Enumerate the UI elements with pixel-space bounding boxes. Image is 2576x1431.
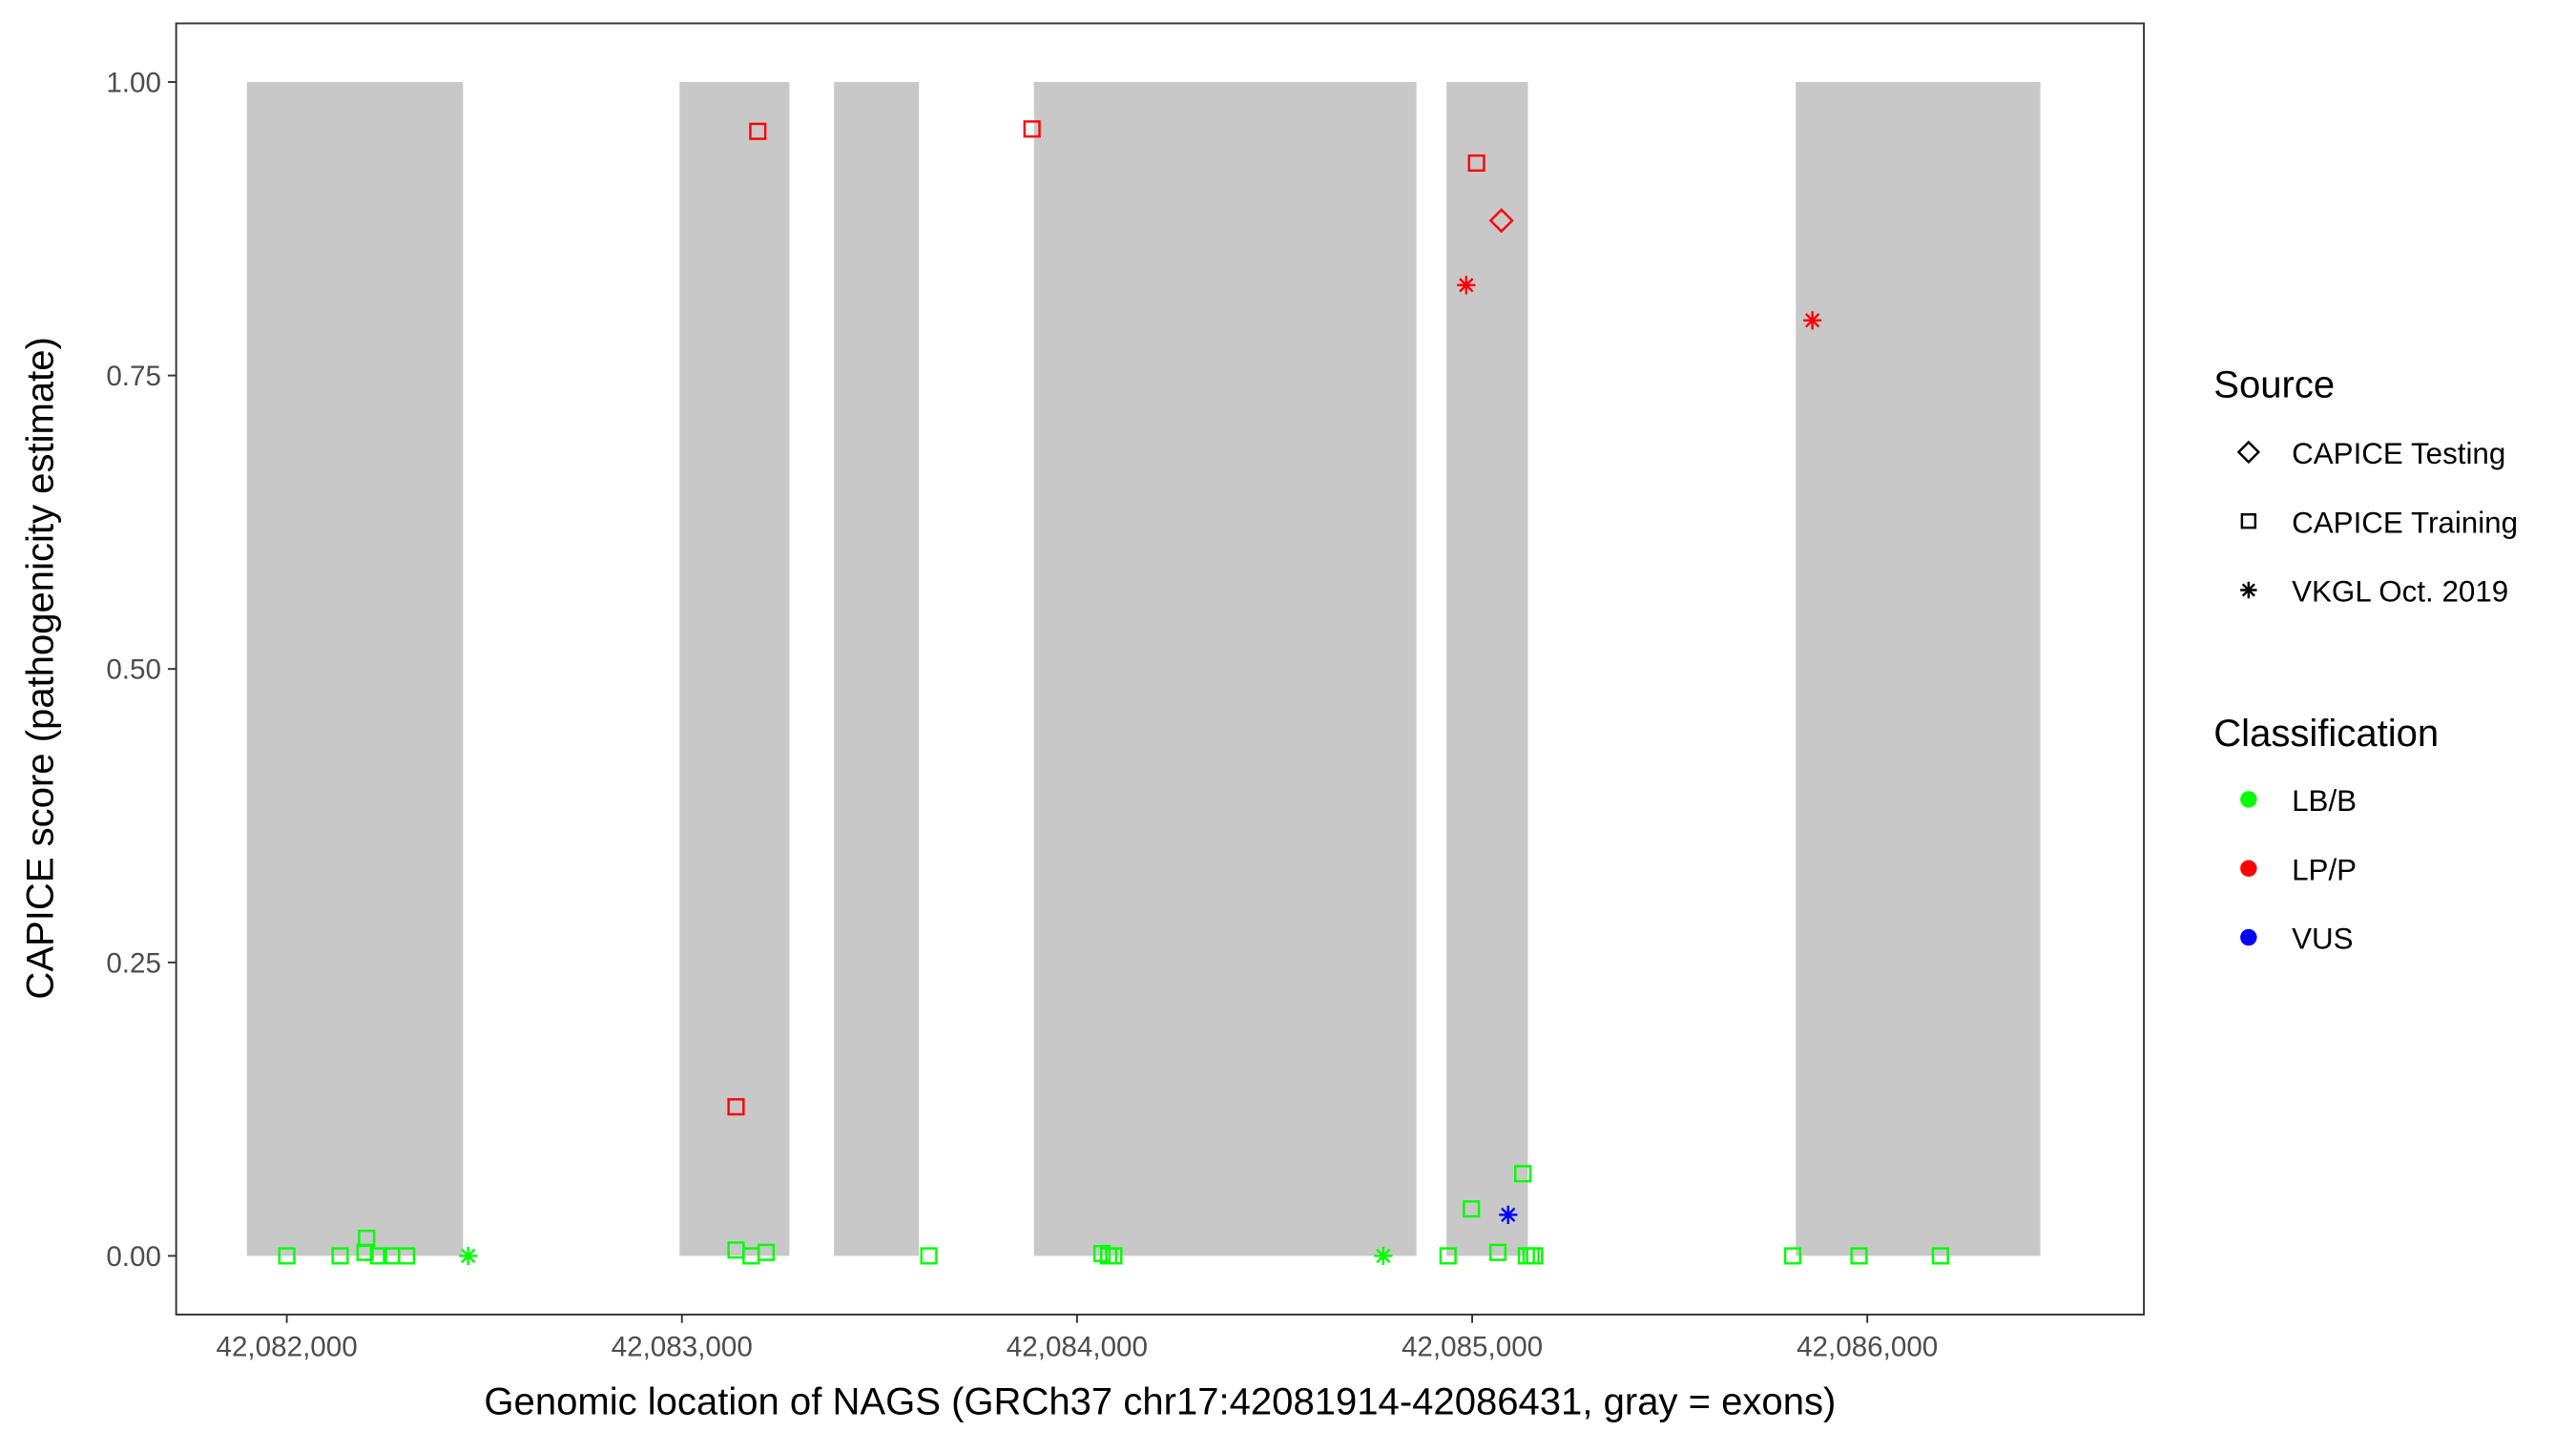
legend-source-item-label: VKGL Oct. 2019 bbox=[2292, 575, 2508, 609]
square-marker bbox=[278, 1247, 296, 1265]
legend-source-item-label: CAPICE Training bbox=[2292, 506, 2518, 539]
x-axis: 42,082,000 42,083,000 42,084,000 42,085,000… bbox=[217, 1314, 1938, 1363]
legend-classification-title: Classification bbox=[2213, 713, 2439, 755]
square-marker bbox=[1439, 1247, 1457, 1265]
legend-class-item-label: VUS bbox=[2292, 923, 2353, 956]
x-tick-label: 42,086,000 bbox=[1797, 1332, 1938, 1363]
star-marker bbox=[1499, 1205, 1518, 1224]
star-marker bbox=[2240, 581, 2257, 599]
exon-region bbox=[246, 82, 464, 1256]
square-marker bbox=[1467, 154, 1485, 172]
star-marker bbox=[1457, 276, 1476, 295]
square-marker bbox=[1526, 1247, 1544, 1265]
exon-region bbox=[1446, 82, 1528, 1256]
square-marker bbox=[757, 1243, 776, 1261]
star-marker bbox=[1374, 1246, 1393, 1266]
x-tick-label: 42,083,000 bbox=[612, 1332, 753, 1363]
square-marker bbox=[1488, 1243, 1507, 1261]
exon-regions bbox=[246, 82, 2041, 1256]
diamond-marker bbox=[2236, 440, 2261, 465]
square-marker bbox=[358, 1229, 376, 1248]
x-tick-label: 42,082,000 bbox=[217, 1332, 358, 1363]
y-tick-label: 0.50 bbox=[106, 654, 161, 686]
legend-source-title: Source bbox=[2213, 363, 2335, 405]
legend-color-dot bbox=[2240, 860, 2257, 877]
square-marker bbox=[727, 1098, 745, 1116]
square-marker bbox=[369, 1247, 387, 1265]
diamond-marker bbox=[1488, 208, 1514, 234]
y-tick-label: 0.00 bbox=[106, 1241, 161, 1273]
legend-color-dot bbox=[2240, 928, 2257, 946]
star-marker bbox=[459, 1246, 478, 1266]
y-axis-label: CAPICE score (pathogenicity estimate) bbox=[20, 337, 62, 999]
x-tick-label: 42,084,000 bbox=[1007, 1332, 1148, 1363]
exon-region bbox=[1796, 82, 2041, 1256]
legend-source-item-label: CAPICE Testing bbox=[2292, 437, 2505, 470]
x-tick-label: 42,085,000 bbox=[1402, 1332, 1543, 1363]
square-marker bbox=[1850, 1247, 1868, 1265]
exon-region bbox=[679, 82, 790, 1256]
exon-region bbox=[1033, 82, 1417, 1256]
square-marker bbox=[1105, 1247, 1123, 1265]
square-marker bbox=[749, 122, 767, 140]
exon-region bbox=[834, 82, 920, 1256]
y-axis: 0.00 0.25 0.50 0.75 1.00 bbox=[106, 67, 177, 1273]
star-marker bbox=[1803, 311, 1822, 330]
legend: Source Classification CAPICE Testing CAPI… bbox=[2213, 363, 2518, 955]
x-axis-label: Genomic location of NAGS (GRCh37 chr17:4… bbox=[484, 1380, 1836, 1422]
legend-class-item-label: LP/P bbox=[2292, 853, 2357, 886]
square-marker bbox=[920, 1247, 938, 1265]
square-marker bbox=[398, 1247, 416, 1265]
square-marker bbox=[331, 1247, 349, 1265]
data-points bbox=[278, 120, 1949, 1266]
square-marker bbox=[1931, 1247, 1949, 1265]
legend-class-item-label: LB/B bbox=[2292, 784, 2357, 818]
square-marker bbox=[1023, 120, 1041, 138]
y-tick-label: 0.25 bbox=[106, 947, 161, 979]
y-tick-label: 0.75 bbox=[106, 361, 161, 392]
square-marker bbox=[2240, 513, 2257, 529]
square-marker bbox=[1783, 1247, 1801, 1265]
legend-color-dot bbox=[2240, 791, 2257, 808]
square-marker bbox=[1513, 1165, 1532, 1183]
square-marker bbox=[1463, 1200, 1481, 1218]
y-tick-label: 1.00 bbox=[106, 67, 161, 98]
